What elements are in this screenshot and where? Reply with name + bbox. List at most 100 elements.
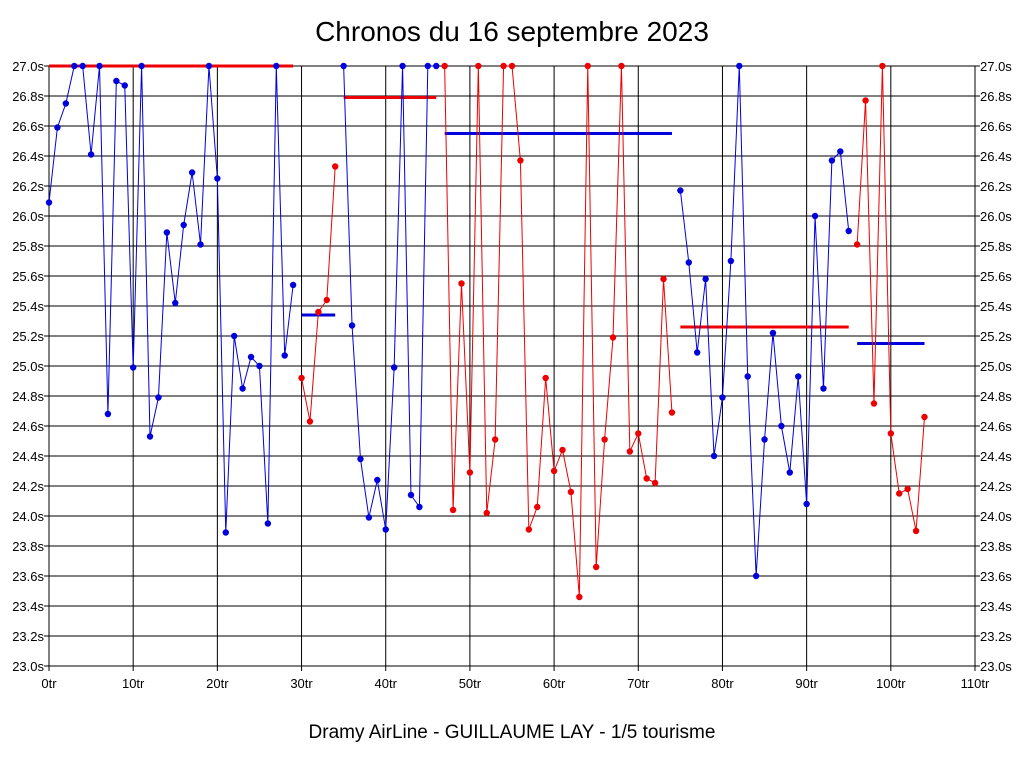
data-point <box>62 100 70 107</box>
y-tick-label-right: 26.8s <box>980 89 1012 104</box>
data-point <box>685 259 692 266</box>
x-tick-label: 0tr <box>41 676 57 691</box>
data-point <box>407 491 415 499</box>
data-point <box>567 488 575 496</box>
y-tick-label: 24.2s <box>12 479 44 494</box>
data-point <box>702 275 709 283</box>
data-point <box>870 400 878 407</box>
data-point <box>559 446 566 454</box>
data-point <box>163 229 171 236</box>
data-point <box>904 485 911 493</box>
series-line <box>48 65 294 533</box>
y-tick-label-right: 25.0s <box>980 359 1012 374</box>
data-point <box>592 563 600 571</box>
x-tick-label: 100tr <box>876 676 906 691</box>
data-point <box>534 503 541 511</box>
y-tick-label-right: 25.4s <box>980 299 1012 314</box>
data-point <box>660 275 667 283</box>
data-point <box>795 373 802 380</box>
y-tick-label-right: 27.0s <box>980 59 1012 74</box>
y-tick-label: 26.8s <box>12 89 44 104</box>
y-tick-label-right: 24.2s <box>980 479 1012 494</box>
y-tick-label: 23.4s <box>12 599 44 614</box>
data-point <box>390 364 398 371</box>
y-tick-label: 23.6s <box>12 569 44 584</box>
y-tick-label: 24.6s <box>12 419 44 434</box>
y-tick-label: 26.4s <box>12 149 44 164</box>
data-point <box>247 353 255 361</box>
data-point <box>449 506 457 514</box>
data-point <box>803 500 810 508</box>
chart-title: Chronos du 16 septembre 2023 <box>315 16 709 47</box>
series-line <box>343 65 437 530</box>
data-point <box>458 280 465 287</box>
data-point <box>71 62 78 70</box>
data-point <box>113 77 120 85</box>
data-point <box>264 520 272 527</box>
data-point <box>584 62 591 70</box>
y-tick-label: 26.0s <box>12 209 44 224</box>
data-point <box>626 448 634 455</box>
y-tick-label-right: 25.6s <box>980 269 1012 284</box>
data-point <box>382 526 389 533</box>
data-point <box>635 430 642 437</box>
data-point <box>104 410 112 418</box>
data-point <box>727 257 735 265</box>
y-tick-label: 24.0s <box>12 509 44 524</box>
y-tick-label: 24.4s <box>12 449 44 464</box>
data-point <box>694 349 701 356</box>
data-point <box>146 433 154 440</box>
data-point <box>306 418 314 425</box>
y-tick-label: 23.8s <box>12 539 44 554</box>
y-tick-label-right: 26.0s <box>980 209 1012 224</box>
data-point <box>601 436 608 443</box>
series-lines <box>48 65 925 598</box>
data-point <box>374 476 381 484</box>
data-point <box>736 62 743 70</box>
y-tick-label-right: 25.2s <box>980 329 1012 344</box>
data-point <box>121 82 128 89</box>
data-point <box>710 452 718 460</box>
series-line <box>444 65 673 598</box>
series-points <box>45 62 928 601</box>
data-point <box>155 394 162 401</box>
data-point <box>752 572 760 580</box>
data-point <box>315 308 322 316</box>
x-tick-label: 30tr <box>290 676 313 691</box>
data-point <box>811 212 819 220</box>
data-point <box>365 514 373 521</box>
axes: 23.0s 23.0s 23.2s 23.2s 23.4s 23.4s 23.6s 23.6s… <box>12 59 1012 691</box>
data-point <box>188 169 196 176</box>
y-tick-label: 25.6s <box>12 269 44 284</box>
data-point <box>45 199 53 206</box>
y-tick-label: 25.8s <box>12 239 44 254</box>
data-point <box>508 62 516 70</box>
x-tick-label: 80tr <box>711 676 734 691</box>
average-lines <box>49 64 925 345</box>
y-tick-label: 24.8s <box>12 389 44 404</box>
data-point <box>138 62 145 70</box>
data-point <box>214 175 221 182</box>
data-point <box>500 62 507 70</box>
x-tick-label: 40tr <box>375 676 398 691</box>
data-point <box>542 374 549 382</box>
data-point <box>205 62 213 70</box>
data-point <box>399 62 406 70</box>
data-point <box>828 157 836 164</box>
y-tick-label: 26.6s <box>12 119 44 134</box>
data-point <box>651 479 659 487</box>
data-point <box>887 430 895 437</box>
data-point <box>719 394 726 401</box>
data-point <box>357 455 364 463</box>
series-line <box>301 166 336 422</box>
data-point <box>96 62 103 70</box>
data-point <box>761 436 768 443</box>
data-point <box>491 436 499 443</box>
y-tick-label-right: 24.0s <box>980 509 1012 524</box>
series-line <box>679 65 850 577</box>
y-tick-label-right: 24.6s <box>980 419 1012 434</box>
y-tick-label: 23.2s <box>12 629 44 644</box>
data-point <box>239 385 246 392</box>
y-tick-label: 27.0s <box>12 59 44 74</box>
x-tick-label: 50tr <box>459 676 482 691</box>
